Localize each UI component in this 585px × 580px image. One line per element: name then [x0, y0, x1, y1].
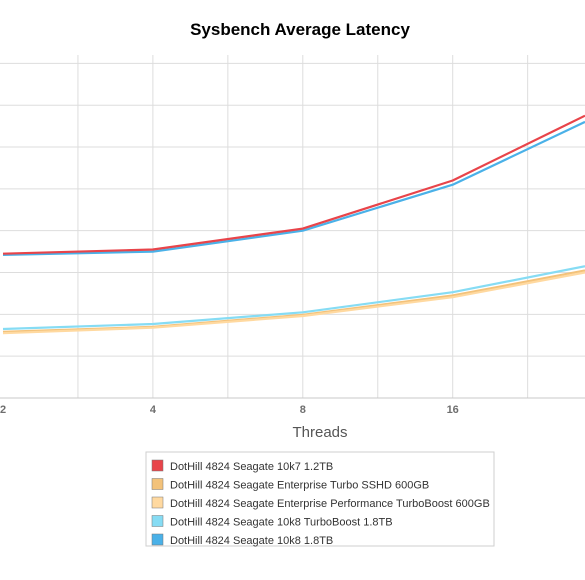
x-tick-label: 4: [150, 404, 157, 416]
x-tick-label: 8: [300, 404, 306, 416]
legend-label: DotHill 4824 Seagate Enterprise Performa…: [170, 498, 490, 510]
series-line-1: [2, 114, 585, 255]
legend-label: DotHill 4824 Seagate 10k7 1.2TB: [170, 461, 333, 473]
x-tick-label: 16: [447, 404, 459, 416]
x-ticks: 2 4 8 16: [0, 404, 459, 416]
legend-label: DotHill 4824 Seagate 10k8 1.8TB: [170, 535, 333, 547]
x-axis-label: Threads: [292, 424, 347, 441]
legend-swatch: [151, 515, 164, 527]
legend-label: DotHill 4824 Seagate 10k8 TurboBoost 1.8…: [170, 517, 393, 529]
series-line-4: [2, 265, 585, 331]
grid: [0, 55, 585, 399]
legend-swatch: [151, 459, 164, 472]
series-line-3: [2, 271, 585, 335]
legend-box: [145, 451, 495, 547]
legend-swatch: [151, 533, 164, 546]
series-line-2: [2, 269, 585, 333]
series-lines: [2, 114, 585, 335]
legend-label: DotHill 4824 Seagate Enterprise Turbo SS…: [170, 480, 429, 492]
chart-title: Sysbench Average Latency: [190, 20, 410, 39]
legend: DotHill 4824 Seagate 10k7 1.2TB DotHill 4…: [145, 451, 495, 547]
legend-swatch: [151, 478, 164, 490]
series-line-5: [2, 120, 585, 256]
legend-swatch: [151, 496, 164, 509]
x-tick-label: 2: [0, 404, 6, 416]
